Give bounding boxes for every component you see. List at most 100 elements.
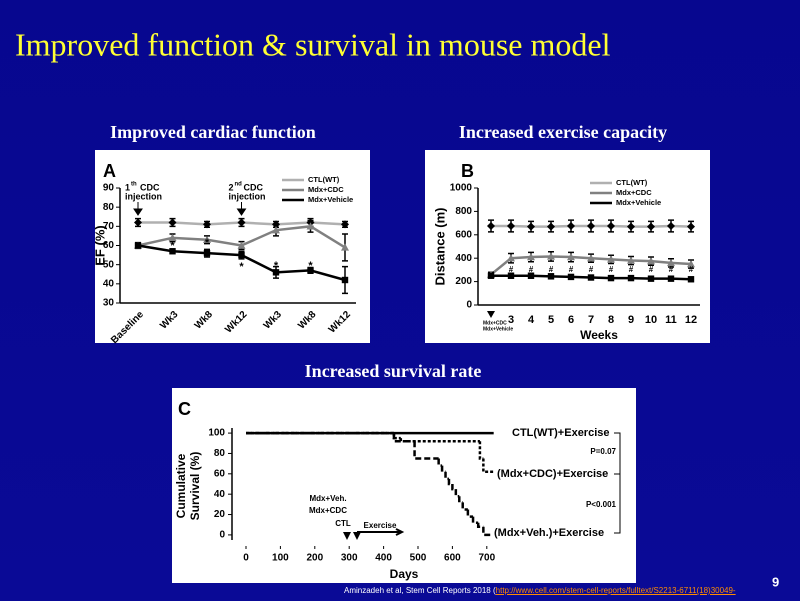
marker (667, 258, 675, 267)
x-tick-label: 600 (444, 553, 461, 564)
significance-mark: # (529, 265, 534, 274)
marker (169, 248, 176, 255)
y-axis-label: Survival (%) (188, 452, 202, 521)
marker (667, 222, 675, 231)
annotation: injection (229, 191, 266, 201)
significance-mark: * (274, 260, 279, 272)
annotation: nd (235, 182, 243, 188)
panel-label: A (103, 161, 116, 181)
marker (306, 222, 315, 230)
marker (687, 260, 695, 268)
step-segment (482, 458, 494, 474)
marker (687, 276, 695, 283)
marker (527, 253, 535, 261)
y-tick-label: 200 (455, 276, 472, 287)
annotation-arrow (487, 311, 495, 318)
series-label: CTL(WT)+Exercise (512, 427, 610, 439)
panel-label: B (461, 161, 474, 181)
marker (567, 273, 575, 281)
x-tick-label: 700 (478, 553, 495, 564)
annotation: Mdx+Veh. (309, 494, 346, 503)
marker (547, 273, 555, 280)
marker (168, 233, 177, 242)
chart-title: Improved cardiac function (110, 122, 316, 142)
x-tick-label: 9 (628, 314, 634, 326)
exercise-arrow (357, 528, 405, 536)
step-segment (466, 509, 474, 518)
step-segment (447, 478, 453, 486)
x-tick-label: 4 (528, 314, 535, 326)
legend-label: CTL(WT) (308, 175, 340, 184)
panel-label: C (178, 399, 191, 419)
marker (687, 222, 695, 231)
marker (272, 226, 280, 234)
y-tick-label: 30 (103, 298, 115, 309)
significance-mark: # (649, 265, 654, 274)
step-segment (476, 522, 484, 529)
significance-mark: # (689, 265, 694, 274)
marker (507, 254, 515, 262)
y-tick-label: 0 (219, 530, 225, 541)
marker (627, 222, 635, 231)
marker (587, 254, 595, 262)
y-tick-label: 80 (103, 202, 115, 213)
annotation-arrow (236, 202, 247, 216)
x-tick-label: 300 (341, 553, 358, 564)
y-tick-label: 50 (103, 259, 115, 270)
significance-mark: * (308, 260, 313, 272)
marker (647, 222, 655, 231)
significance-mark: * (239, 261, 244, 273)
significance-mark: # (669, 265, 674, 274)
y-axis-label: Distance (m) (432, 207, 447, 285)
significance-mark: # (549, 265, 554, 274)
marker (627, 256, 635, 264)
x-tick-label: 500 (410, 553, 427, 564)
legend-label: Mdx+CDC (308, 185, 344, 194)
y-tick-label: 100 (208, 428, 225, 439)
citation-text: Aminzadeh et al, Stem Cell Reports 2018 … (344, 586, 496, 595)
x-tick-label: 200 (306, 553, 323, 564)
legend-label: CTL(WT) (616, 178, 648, 187)
panel-bg (425, 150, 710, 343)
step-segment (440, 465, 446, 474)
marker (547, 222, 555, 231)
marker (341, 276, 349, 284)
step-segment (482, 526, 491, 537)
x-tick-label: 7 (588, 314, 594, 326)
annotation: CDC (244, 182, 264, 192)
marker (507, 222, 515, 231)
x-tick-label: 0 (243, 553, 249, 564)
marker (487, 222, 495, 231)
bracket (614, 432, 621, 534)
marker (203, 235, 211, 243)
y-tick-label: 60 (214, 468, 226, 479)
annotation: Mdx+CDC (309, 506, 347, 515)
slide-title: Improved function & survival in mouse mo… (15, 26, 611, 62)
marker (527, 222, 535, 231)
step-segment (461, 502, 468, 511)
annotation: 1 (125, 182, 130, 192)
step-segment (454, 489, 460, 498)
citation-link[interactable]: http://www.cell.com/stem-cell-reports/fu… (495, 586, 736, 595)
series-label: (Mdx+Veh.)+Exercise (494, 527, 604, 539)
marker (272, 269, 280, 276)
marker (607, 222, 615, 231)
x-tick-label: 11 (665, 314, 677, 326)
step-segment (399, 438, 480, 443)
marker (487, 272, 495, 279)
annotation: Exercise (364, 521, 397, 530)
marker (134, 218, 142, 227)
step-segment (451, 484, 456, 491)
x-tick-label: 3 (508, 314, 514, 326)
significance-mark: * (170, 240, 175, 252)
x-tick-label: 5 (548, 314, 554, 326)
marker (627, 274, 635, 282)
panel-bg (172, 388, 636, 583)
marker (667, 275, 675, 282)
marker (587, 274, 595, 281)
marker (307, 267, 314, 274)
marker (238, 251, 245, 259)
annotation: CTL (335, 519, 351, 528)
significance-mark: # (569, 265, 574, 274)
